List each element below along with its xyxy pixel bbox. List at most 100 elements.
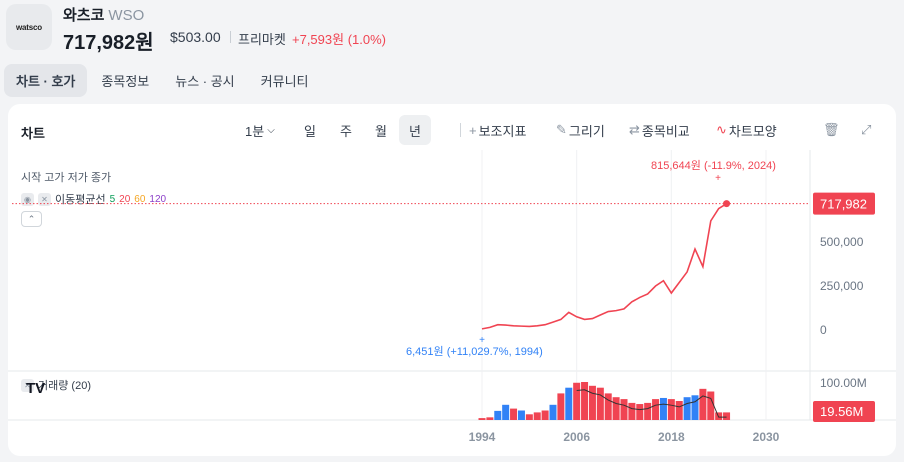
eye-icon[interactable]: ◉ xyxy=(21,192,34,206)
close-volume-icon[interactable]: ✕ xyxy=(21,378,34,392)
price-change: +7,593원 (1.0%) xyxy=(292,32,386,47)
x-tick-label: 1994 xyxy=(469,430,496,444)
x-tick-label: 2006 xyxy=(563,430,590,444)
collapse-legend-button[interactable]: ⌃ xyxy=(21,211,42,227)
volume-bar xyxy=(557,393,565,420)
indicator-label: 보조지표 xyxy=(478,123,527,139)
pencil-icon: ✎ xyxy=(556,122,567,137)
price-axis-tick: 0 xyxy=(820,323,827,337)
volume-bar xyxy=(691,395,699,420)
volume-bar xyxy=(510,408,518,420)
volume-bar xyxy=(667,399,675,420)
trend-line-icon: ∿ xyxy=(716,122,727,137)
chart-style-label: 차트모양 xyxy=(728,123,777,139)
volume-bar xyxy=(620,399,628,420)
current-price-tag xyxy=(813,192,875,215)
draw-button[interactable]: ✎ 그리기 xyxy=(556,115,605,145)
current-volume-tag xyxy=(813,401,875,422)
last-price-dot xyxy=(723,200,731,208)
volume-bar xyxy=(502,404,510,420)
plus-icon: + xyxy=(469,122,477,138)
ma-period-20: 20 xyxy=(119,193,131,205)
high-annotation: 815,644원 (-11.9%, 2024) xyxy=(651,159,776,172)
volume-bar xyxy=(533,412,541,420)
volume-bar xyxy=(644,402,652,420)
interval-label: 1분 xyxy=(245,123,265,139)
x-tick-label: 2018 xyxy=(658,430,685,444)
current-price: 717,982원 xyxy=(63,32,154,54)
indicator-button[interactable]: + 보조지표 xyxy=(469,115,526,145)
stock-name: 와츠코 WSO xyxy=(63,4,144,25)
period-month[interactable]: 월 xyxy=(375,123,387,139)
volume-bar xyxy=(541,410,549,420)
volume-bar xyxy=(581,382,589,420)
price-line xyxy=(481,202,727,330)
volume-bar xyxy=(636,404,644,420)
ma-period-5: 5 xyxy=(109,193,116,205)
volume-bar xyxy=(699,388,707,420)
chevron-down-icon: ⌵ xyxy=(267,124,275,136)
low-marker: + xyxy=(479,335,485,346)
tab-stock-info[interactable]: 종목정보 xyxy=(101,74,150,89)
tab-chart-orderbook[interactable]: 차트 · 호가 xyxy=(4,64,88,97)
volume-bar xyxy=(683,397,691,420)
volume-bar xyxy=(486,417,494,420)
volume-bar xyxy=(573,382,581,420)
moving-average-legend: ◉ ✕ 이동평균선 5 20 60 120 xyxy=(21,191,166,207)
company-logo: watsco xyxy=(6,4,52,50)
trash-icon: 🗑 xyxy=(823,122,840,137)
volume-bar xyxy=(588,385,596,420)
volume-bar xyxy=(612,397,620,420)
header-divider xyxy=(230,31,231,43)
usd-price: $503.00 xyxy=(170,29,221,45)
low-annotation: 6,451원 (+11,029.7%, 1994) xyxy=(406,345,543,358)
delete-button[interactable]: 🗑 xyxy=(823,115,842,145)
volume-ma-line xyxy=(576,389,727,418)
period-year[interactable]: 년 xyxy=(399,115,431,145)
volume-bar xyxy=(628,402,636,420)
chart-card: 차트 1분 ⌵ 일 주 월 년 + 보조지표 ✎ 그리기 ⇄ 종목비교 ∿ 차트모양 🗑 … xyxy=(8,104,896,456)
volume-bar xyxy=(596,387,604,420)
volume-bar xyxy=(659,397,667,420)
compare-label: 종목비교 xyxy=(641,123,690,139)
current-volume-tag-label: 19.56M xyxy=(820,404,863,419)
x-tick-label: 2030 xyxy=(753,430,780,444)
volume-bar xyxy=(565,387,573,420)
volume-bar xyxy=(525,414,533,420)
compare-arrows-icon: ⇄ xyxy=(629,122,640,137)
volume-bar xyxy=(675,401,683,420)
close-icon[interactable]: ✕ xyxy=(38,192,51,206)
fullscreen-button[interactable]: ⤢ xyxy=(861,115,873,145)
chart-title: 차트 xyxy=(21,126,45,141)
volume-bar xyxy=(549,404,557,420)
tab-news[interactable]: 뉴스 · 공시 xyxy=(175,74,235,89)
stock-name-text: 와츠코 xyxy=(63,7,105,24)
volume-bar xyxy=(517,410,525,420)
expand-icon: ⤢ xyxy=(861,122,872,137)
main-tabs: 차트 · 호가 종목정보 뉴스 · 공시 커뮤니티 xyxy=(4,64,321,97)
period-week[interactable]: 주 xyxy=(340,123,352,139)
volume-bar xyxy=(707,391,715,420)
period-day[interactable]: 일 xyxy=(304,123,316,139)
compare-button[interactable]: ⇄ 종목비교 xyxy=(629,115,690,145)
current-price-tag-label: 717,982 xyxy=(820,197,867,212)
volume-legend: ✕ 거래량 (20) xyxy=(21,377,91,393)
ohlc-legend: 시작 고가 저가 종가 xyxy=(21,172,112,184)
volume-bar xyxy=(604,393,612,420)
volume-bar xyxy=(652,399,660,420)
ma-label: 이동평균선 xyxy=(55,194,106,206)
chevron-up-icon: ⌃ xyxy=(27,213,36,224)
ma-period-60: 60 xyxy=(134,193,146,205)
volume-bar xyxy=(494,410,502,420)
price-axis-tick: 500,000 xyxy=(820,235,864,249)
toolbar-divider xyxy=(460,123,461,137)
chart-style-button[interactable]: ∿ 차트모양 xyxy=(716,115,777,145)
volume-label: 거래량 (20) xyxy=(38,380,91,392)
stock-ticker: WSO xyxy=(108,7,145,24)
volume-bar xyxy=(478,418,486,420)
market-session-label: 프리마켓 xyxy=(238,32,286,47)
tab-community[interactable]: 커뮤니티 xyxy=(260,74,309,89)
volume-bar xyxy=(723,412,731,420)
interval-dropdown[interactable]: 1분 ⌵ xyxy=(245,115,275,145)
